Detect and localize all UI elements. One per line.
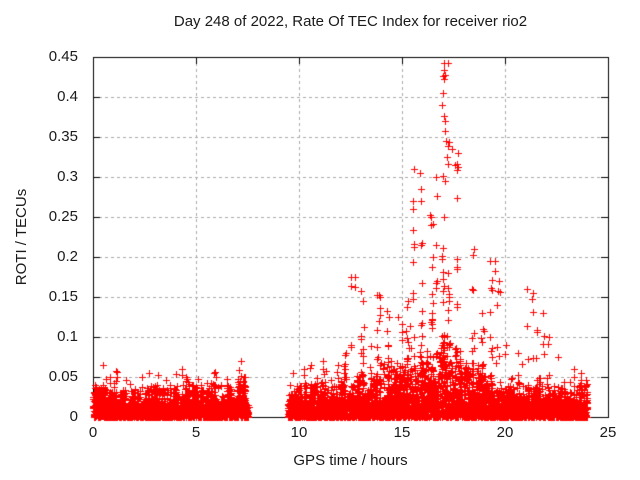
- y-axis-label: ROTI / TECUs: [13, 188, 30, 286]
- x-tick-label: 10: [290, 424, 308, 441]
- x-tick-label: 5: [191, 424, 201, 441]
- x-tick-label: 0: [88, 424, 98, 441]
- y-tick-label: 0.1: [57, 328, 78, 345]
- y-tick-label: 0.2: [57, 248, 78, 265]
- chart-title: Day 248 of 2022, Rate Of TEC Index for r…: [173, 13, 528, 30]
- x-tick-label: 15: [393, 424, 411, 441]
- y-tick-label: 0.4: [57, 88, 78, 105]
- y-tick-label: 0: [69, 408, 78, 425]
- y-tick-label: 0.15: [48, 288, 78, 305]
- x-tick-label: 25: [599, 424, 617, 441]
- x-axis-label: GPS time / hours: [293, 452, 408, 469]
- y-tick-label: 0.35: [48, 128, 78, 145]
- y-tick-label: 0.25: [48, 208, 78, 225]
- y-tick-label: 0.45: [48, 48, 78, 65]
- y-tick-label: 0.3: [57, 168, 78, 185]
- y-tick-label: 0.05: [48, 368, 78, 385]
- x-tick-label: 20: [496, 424, 514, 441]
